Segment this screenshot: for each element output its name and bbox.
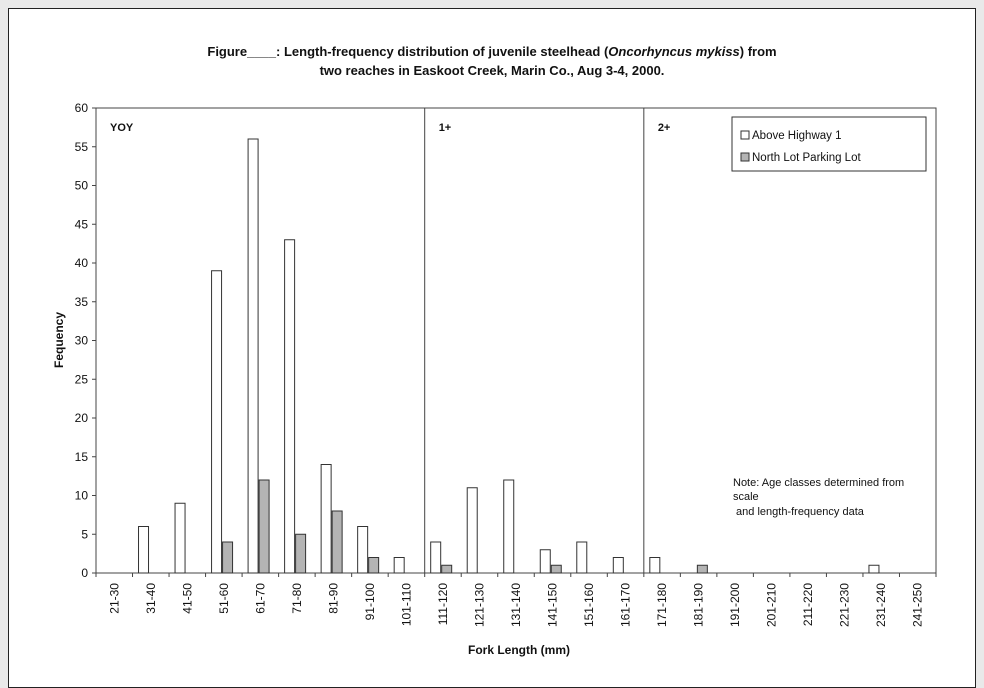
- y-tick-label: 10: [75, 489, 89, 503]
- bar-above-highway-121-130: [466, 487, 478, 574]
- x-tick-label: 121-130: [472, 583, 486, 627]
- bar-above-highway-71-80: [284, 239, 296, 574]
- bar-north-lot-61-70: [258, 479, 270, 574]
- bar-above-highway-111-120: [430, 541, 442, 574]
- legend-box: [731, 116, 927, 172]
- x-tick-label: 201-210: [765, 583, 779, 627]
- x-axis-label: Fork Length (mm): [468, 643, 570, 657]
- note: Note: Age classes determined from scale …: [733, 477, 904, 518]
- chart-title-line1: Figure____: Length-frequency distributio…: [207, 44, 777, 59]
- age-class-label: 1+: [439, 122, 452, 134]
- note-line-3: and length-frequency data: [733, 506, 865, 518]
- y-tick-label: 55: [75, 140, 89, 154]
- x-tick-label: 171-180: [655, 583, 669, 627]
- bar-north-lot-51-60: [222, 541, 234, 574]
- x-tick-label: 221-230: [838, 583, 852, 627]
- note-line-2: scale: [733, 491, 759, 503]
- age-class-label: YOY: [110, 122, 134, 134]
- bar-above-highway-171-180: [649, 557, 661, 574]
- bar-above-highway-151-160: [576, 541, 588, 574]
- y-tick-label: 30: [75, 334, 89, 348]
- y-tick-label: 5: [81, 527, 88, 541]
- x-tick-label: 231-240: [874, 583, 888, 627]
- bar-above-highway-231-240: [868, 564, 880, 574]
- bar-north-lot-71-80: [295, 533, 307, 574]
- bar-above-highway-81-90: [320, 464, 332, 574]
- bar-north-lot-111-120: [441, 564, 453, 574]
- legend-label-north-lot: North Lot Parking Lot: [752, 152, 861, 164]
- legend-swatch-above-highway: [740, 130, 750, 140]
- x-tick-label: 191-200: [728, 583, 742, 627]
- y-tick-label: 45: [75, 217, 89, 231]
- x-tick-label: 91-100: [363, 583, 377, 621]
- y-tick-label: 20: [75, 411, 89, 425]
- y-tick-label: 60: [75, 101, 89, 115]
- x-tick-label: 81-90: [326, 583, 340, 614]
- x-tick-label: 41-50: [180, 583, 194, 614]
- y-tick-label: 40: [75, 256, 89, 270]
- x-tick-label: 241-250: [911, 583, 925, 627]
- x-tick-label: 101-110: [399, 583, 413, 626]
- bar-north-lot-181-190: [696, 564, 708, 574]
- bar-above-highway-101-110: [393, 557, 405, 574]
- x-tick-label: 211-220: [801, 583, 815, 626]
- chart-title-line2: two reaches in Easkoot Creek, Marin Co.,…: [319, 63, 665, 78]
- legend-label-above-highway: Above Highway 1: [752, 130, 842, 142]
- note-line-1: Note: Age classes determined from: [733, 477, 904, 489]
- x-tick-label: 61-70: [253, 583, 267, 614]
- x-axis: 21-30 31-40 41-50 51-60 61-70 71-80 81-90 91-10…: [95, 573, 937, 627]
- bar-above-highway-41-50: [174, 502, 186, 574]
- bar-above-highway-131-140: [503, 479, 515, 574]
- bar-above-highway-161-170: [612, 557, 624, 574]
- legend: Above Highway 1 North Lot Parking Lot: [731, 116, 927, 172]
- bar-above-highway-91-100: [357, 526, 369, 574]
- x-tick-label: 21-30: [107, 583, 121, 614]
- bar-above-highway-51-60: [211, 270, 223, 574]
- bar-north-lot-81-90: [331, 510, 343, 574]
- x-tick-label: 161-170: [619, 583, 633, 627]
- legend-swatch-north-lot: [740, 152, 750, 162]
- bars: [138, 138, 880, 574]
- x-tick-label: 71-80: [290, 583, 304, 614]
- y-tick-label: 15: [75, 450, 89, 464]
- x-tick-label: 181-190: [692, 583, 706, 627]
- x-tick-label: 31-40: [144, 583, 158, 614]
- bar-above-highway-61-70: [247, 138, 259, 574]
- y-axis: 0 5 10 15 20 25 30 35 40 45 50 55 60: [75, 101, 96, 580]
- bar-above-highway-31-40: [138, 526, 150, 574]
- x-tick-label: 131-140: [509, 583, 523, 627]
- x-tick-label: 141-150: [546, 583, 560, 627]
- y-tick-label: 25: [75, 372, 89, 386]
- x-tick-label: 111-120: [436, 583, 450, 626]
- bar-above-highway-141-150: [539, 549, 551, 574]
- age-class-label: 2+: [658, 122, 671, 134]
- x-tick-label: 151-160: [582, 583, 596, 627]
- y-tick-label: 0: [81, 566, 88, 580]
- age-class-dividers: YOY 1+ 2+: [110, 108, 670, 573]
- bar-north-lot-141-150: [550, 564, 562, 574]
- plot-area: [95, 107, 937, 574]
- bar-north-lot-91-100: [368, 557, 380, 574]
- y-axis-label: Fequency: [52, 312, 66, 368]
- y-tick-label: 50: [75, 179, 89, 193]
- y-tick-label: 35: [75, 295, 89, 309]
- x-tick-label: 51-60: [217, 583, 231, 614]
